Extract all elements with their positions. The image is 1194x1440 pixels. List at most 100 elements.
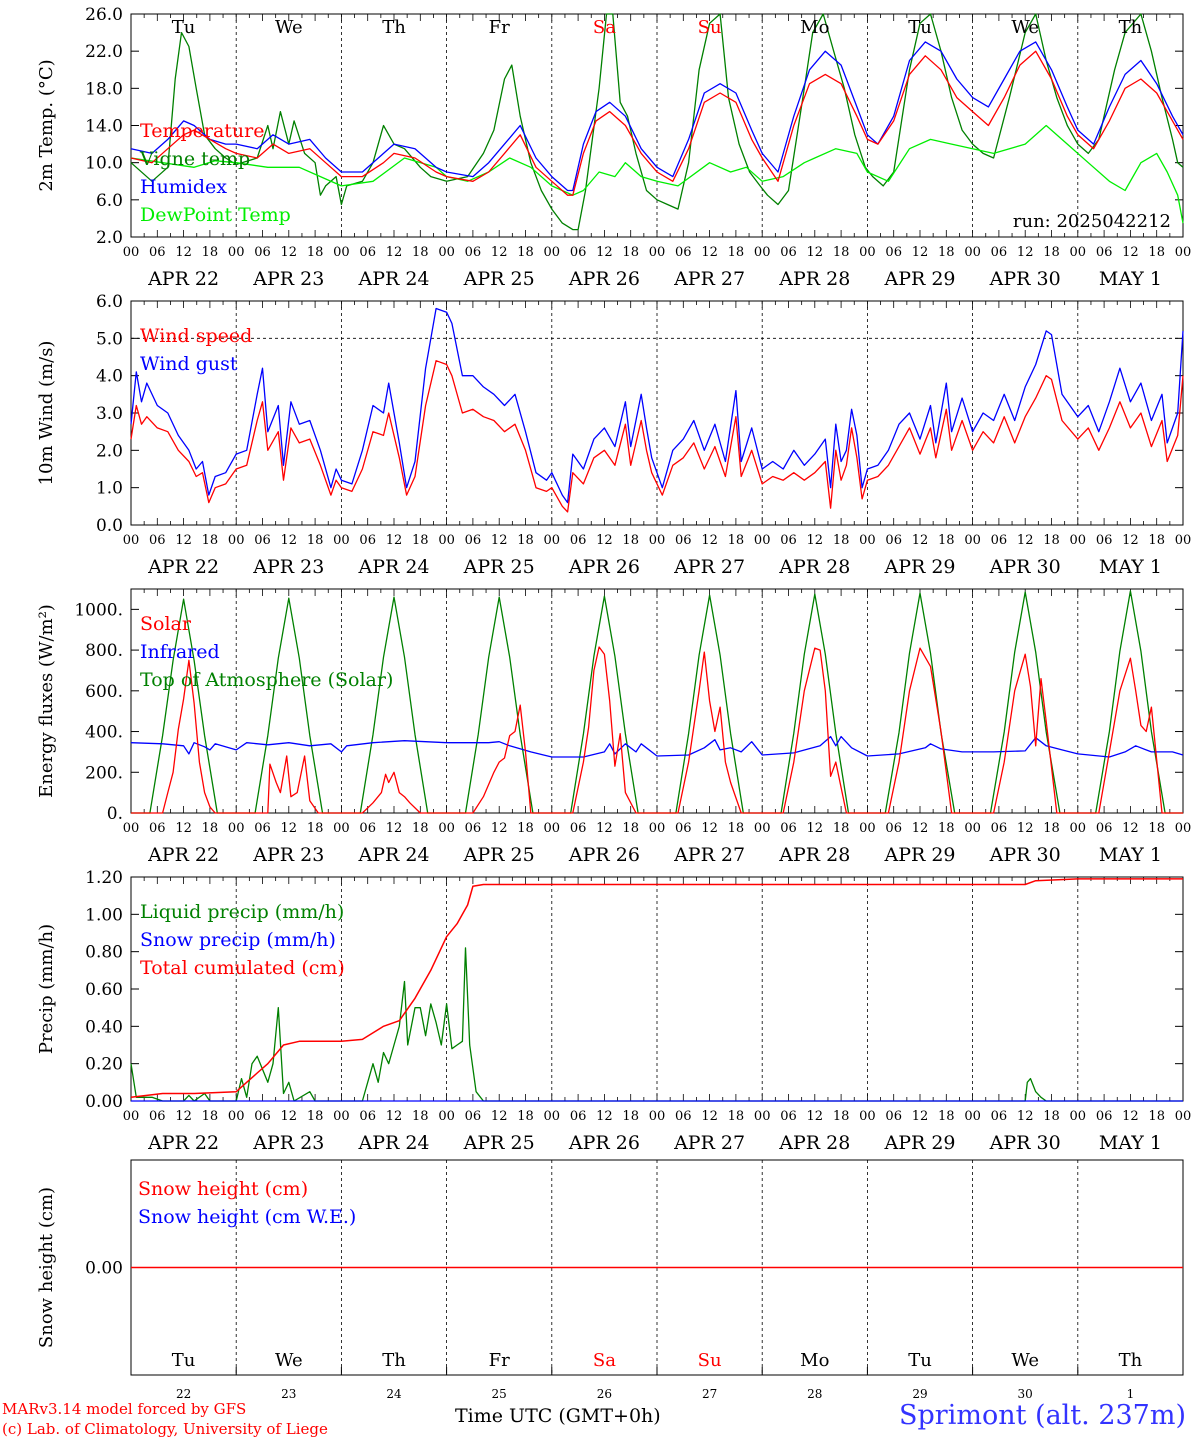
hour-label: 00 xyxy=(964,821,981,836)
date-label: APR 23 xyxy=(252,556,324,578)
legend-entry: DewPoint Temp xyxy=(140,204,291,226)
hour-label: 12 xyxy=(281,245,298,260)
hour-label: 00 xyxy=(333,821,350,836)
hour-label: 06 xyxy=(675,533,692,548)
hour-label: 00 xyxy=(333,533,350,548)
date-label: APR 30 xyxy=(989,1132,1061,1154)
legend-entry: Humidex xyxy=(140,176,227,198)
hour-label: 12 xyxy=(281,821,298,836)
hour-label: 12 xyxy=(175,1109,192,1124)
hour-label: 18 xyxy=(1148,245,1165,260)
y-tick-label: 600. xyxy=(85,682,123,702)
hour-label: 12 xyxy=(491,245,508,260)
hour-label: 00 xyxy=(438,245,455,260)
hour-label: 00 xyxy=(228,821,245,836)
day-abbr-label: Fr xyxy=(489,1350,510,1371)
date-label: APR 29 xyxy=(883,1132,955,1154)
hour-label: 00 xyxy=(754,1109,771,1124)
day-abbr-label: Tu xyxy=(172,1350,196,1371)
run-label: run: 2025042212 xyxy=(1013,211,1171,232)
station-name: Sprimont (alt. 237m) xyxy=(899,1400,1186,1431)
hour-label: 00 xyxy=(1175,821,1192,836)
hour-label: 18 xyxy=(517,533,534,548)
day-number-label: 22 xyxy=(176,1387,191,1401)
y-tick-label: 1.00 xyxy=(85,905,123,925)
hour-label: 12 xyxy=(807,821,824,836)
date-label: APR 22 xyxy=(147,556,219,578)
hour-label: 12 xyxy=(912,821,929,836)
date-label: APR 25 xyxy=(463,1132,535,1154)
hour-label: 00 xyxy=(964,245,981,260)
y-tick-label: 6.0 xyxy=(96,292,123,312)
lab-credit: (c) Lab. of Climatology, University of L… xyxy=(2,1420,328,1438)
hour-label: 00 xyxy=(649,821,666,836)
legend-entry: Total cumulated (cm) xyxy=(140,957,345,979)
day-number-label: 23 xyxy=(281,1387,296,1401)
hour-label: 06 xyxy=(780,821,797,836)
y-tick-label: 10.0 xyxy=(85,154,123,174)
hour-label: 06 xyxy=(675,245,692,260)
panel-energy: 0. 200. 400. 600. 800. 1000. Energy fluxes (W/… xyxy=(36,588,1192,866)
date-label: APR 27 xyxy=(673,556,745,578)
hour-label: 06 xyxy=(254,245,271,260)
hour-label: 18 xyxy=(938,533,955,548)
hour-label: 00 xyxy=(228,245,245,260)
hour-label: 00 xyxy=(438,821,455,836)
hour-label: 06 xyxy=(885,245,902,260)
y-axis-label: Snow height (cm) xyxy=(36,1187,57,1348)
hour-label: 00 xyxy=(1070,533,1087,548)
hour-label: 06 xyxy=(780,245,797,260)
day-abbr-label: Su xyxy=(698,1350,722,1371)
y-tick-label: 4.0 xyxy=(96,367,123,387)
hour-label: 00 xyxy=(964,1109,981,1124)
date-label: APR 30 xyxy=(989,268,1061,290)
day-abbr-label: Sa xyxy=(593,1350,616,1371)
hour-label: 06 xyxy=(570,533,587,548)
hour-label: 12 xyxy=(807,245,824,260)
hour-label: 06 xyxy=(1096,533,1113,548)
date-label: APR 22 xyxy=(147,268,219,290)
y-tick-label: 1000. xyxy=(74,600,123,620)
hour-label: 12 xyxy=(912,245,929,260)
y-tick-label: 0.20 xyxy=(85,1055,123,1075)
hour-label: 00 xyxy=(649,533,666,548)
day-number-label: 29 xyxy=(912,1387,927,1401)
hour-label: 06 xyxy=(254,821,271,836)
date-label: APR 23 xyxy=(252,1132,324,1154)
day-abbr-label: Tu xyxy=(908,1350,932,1371)
hour-label: 18 xyxy=(728,245,745,260)
legend-entry: Snow precip (mm/h) xyxy=(140,929,336,951)
hour-label: 00 xyxy=(1070,245,1087,260)
hour-label: 00 xyxy=(333,1109,350,1124)
hour-label: 06 xyxy=(675,821,692,836)
y-tick-label: 0.00 xyxy=(85,1092,123,1112)
hour-label: 18 xyxy=(938,821,955,836)
legend-entry: Temperature xyxy=(140,120,264,142)
hour-label: 00 xyxy=(1175,1109,1192,1124)
panel-frame xyxy=(130,300,1184,526)
hour-label: 00 xyxy=(544,533,561,548)
day-abbr-label: Tu xyxy=(908,17,932,38)
hour-label: 06 xyxy=(149,1109,166,1124)
hour-label: 00 xyxy=(649,1109,666,1124)
hour-label: 06 xyxy=(149,245,166,260)
hour-label: 18 xyxy=(412,533,429,548)
date-label: APR 27 xyxy=(673,268,745,290)
hour-label: 00 xyxy=(754,533,771,548)
hour-label: 12 xyxy=(175,821,192,836)
hour-label: 06 xyxy=(465,245,482,260)
hour-label: 18 xyxy=(412,245,429,260)
date-label: APR 26 xyxy=(568,1132,640,1154)
date-label: MAY 1 xyxy=(1099,1132,1162,1154)
hour-label: 06 xyxy=(1096,1109,1113,1124)
y-tick-label: 800. xyxy=(85,641,123,661)
hour-label: 12 xyxy=(807,1109,824,1124)
day-abbr-label: We xyxy=(1011,17,1039,38)
hour-label: 06 xyxy=(359,1109,376,1124)
hour-label: 06 xyxy=(991,245,1008,260)
hour-label: 00 xyxy=(123,1109,140,1124)
day-number-label: 25 xyxy=(492,1387,507,1401)
panel-temperature: 2.0 6.0 10.0 14.0 18.0 22.0 26.0 2m Temp. (°C) T… xyxy=(36,5,1191,290)
date-label: APR 25 xyxy=(463,556,535,578)
hour-label: 06 xyxy=(465,821,482,836)
